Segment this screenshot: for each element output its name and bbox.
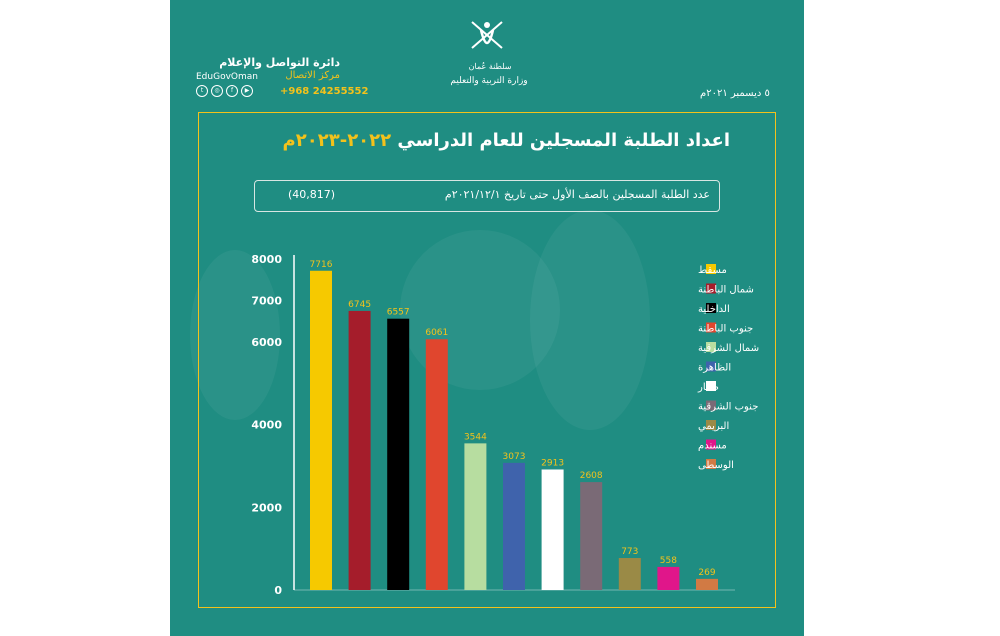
legend-label-4: جنوب الباطنة [698,324,753,335]
social-icons: t ◎ f ▶ [196,85,253,97]
legend-label-8: جنوب الشرقية [698,402,758,413]
instagram-icon[interactable]: ◎ [211,85,223,97]
bar-7 [541,469,564,590]
subtitle-total: (40,817) [288,188,336,201]
data-label-7: 2913 [541,458,564,468]
legend-swatch-4 [706,322,716,333]
legend-swatch-7 [706,381,716,391]
contact-center-label: مركز الاتصال [285,70,340,81]
legend-swatch-11 [706,459,716,469]
legend-label-7: ظفار [697,382,719,393]
y-tick-label: 0 [274,584,282,597]
bar-chart: 0 2000 4000 6000 7000 8000 7716 6745 6557 6061 354… [251,253,759,597]
chart-frame [198,112,776,608]
data-label-10: 558 [660,556,677,566]
bar-4 [425,339,448,590]
data-label-2: 6745 [348,300,371,310]
legend-swatch-8 [706,400,716,411]
subtitle-box [254,180,720,212]
bar-8 [580,482,603,590]
data-label-6: 3073 [503,452,526,462]
bar-2 [348,310,371,590]
legend-label-10: مسندم [698,441,727,452]
oman-emblem-icon [471,21,503,49]
bar-10 [657,566,680,590]
data-label-4: 6061 [425,328,448,338]
legend-swatch-1 [706,264,716,274]
department-name: دائرة التواصل والإعلام [219,56,340,69]
y-tick-label: 7000 [251,294,282,307]
chart-title-text: اعداد الطلبة المسجلين للعام الدراسي [391,130,730,151]
data-label-8: 2608 [580,471,603,481]
bar-9 [618,558,641,590]
bar-5 [464,443,487,590]
chart-subtitle: عدد الطلبة المسجلين بالصف الأول حتى تاري… [444,188,710,201]
y-tick-label: 8000 [251,253,282,266]
legend-label-2: شمال الباطنة [698,285,754,296]
twitter-icon[interactable]: t [196,85,208,97]
data-label-11: 269 [698,568,715,578]
ministry-line2: وزارة التربية والتعليم [450,76,528,86]
data-label-1: 7716 [310,260,333,270]
bar-11 [696,578,718,590]
chart-title-year: ٢٠٢٢-٢٠٢٣م [282,130,392,151]
y-tick-label: 6000 [251,336,282,349]
bar-1 [310,270,332,590]
legend-label-3: الداخلية [698,304,730,315]
legend-swatch-10 [706,439,716,450]
youtube-icon[interactable]: ▶ [241,85,253,97]
legend-label-6: الظاهرة [698,363,731,374]
ministry-line1: سلطنة عُمان [468,62,512,71]
bar-3 [387,318,410,590]
facebook-icon[interactable]: f [226,85,238,97]
publish-date: ٥ ديسمبر ٢٠٢١م [700,88,770,99]
legend-label-5: شمال الشرقية [698,343,759,354]
social-handle: EduGovOman [196,72,258,82]
bar-6 [503,462,525,590]
legend-swatch-2 [706,283,716,294]
legend-label-9: البريمي [698,421,729,432]
legend-swatch-5 [706,342,716,352]
legend-label-1: مسقط [698,265,727,276]
data-label-9: 773 [621,547,638,557]
y-tick-label: 4000 [251,419,282,432]
legend-swatch-9 [706,420,716,430]
legend-swatch-6 [706,361,716,372]
chart-title: اعداد الطلبة المسجلين للعام الدراسي ٢٠٢٢… [220,130,730,151]
infographic-poster: دائرة التواصل والإعلام مركز الاتصال EduG… [170,0,804,636]
legend-label-11: الوسطى [698,460,734,471]
legend-swatch-3 [706,303,716,313]
y-tick-label: 2000 [251,501,282,514]
phone-number: +968 24255552 [280,86,369,97]
data-label-5: 3544 [464,432,487,442]
data-label-3: 6557 [387,308,410,318]
